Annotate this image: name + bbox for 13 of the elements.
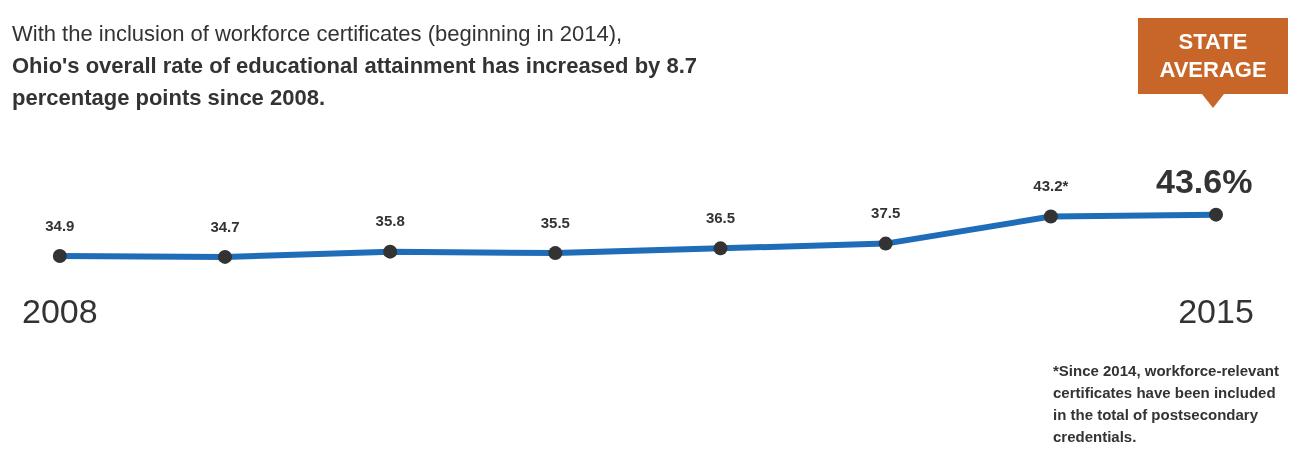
data-label: 36.5 [705, 208, 736, 226]
chart-title: With the inclusion of workforce certificates (beginning in 2014), [12, 20, 624, 48]
data-label: 35.5 [540, 213, 570, 231]
data-label: 34.7 [210, 217, 240, 235]
data-label: 35.8 [375, 212, 405, 230]
text: *Since 2014, workforce-relevant certificates have been included in the total of postsecondary credentials. [1053, 361, 1280, 447]
chart-subtitle: Ohio's overall rate of educational attainment has increased by 8.7 percentage points since 2008. [12, 52, 698, 112]
data-label: 43.6% [1156, 162, 1253, 201]
data-label: 37.5 [871, 204, 901, 222]
x-tick-label: 2015 [1178, 291, 1254, 330]
data-label: 43.2* [1033, 177, 1069, 195]
x-tick-label: 2008 [22, 291, 98, 330]
data-label: 34.9 [45, 216, 75, 234]
